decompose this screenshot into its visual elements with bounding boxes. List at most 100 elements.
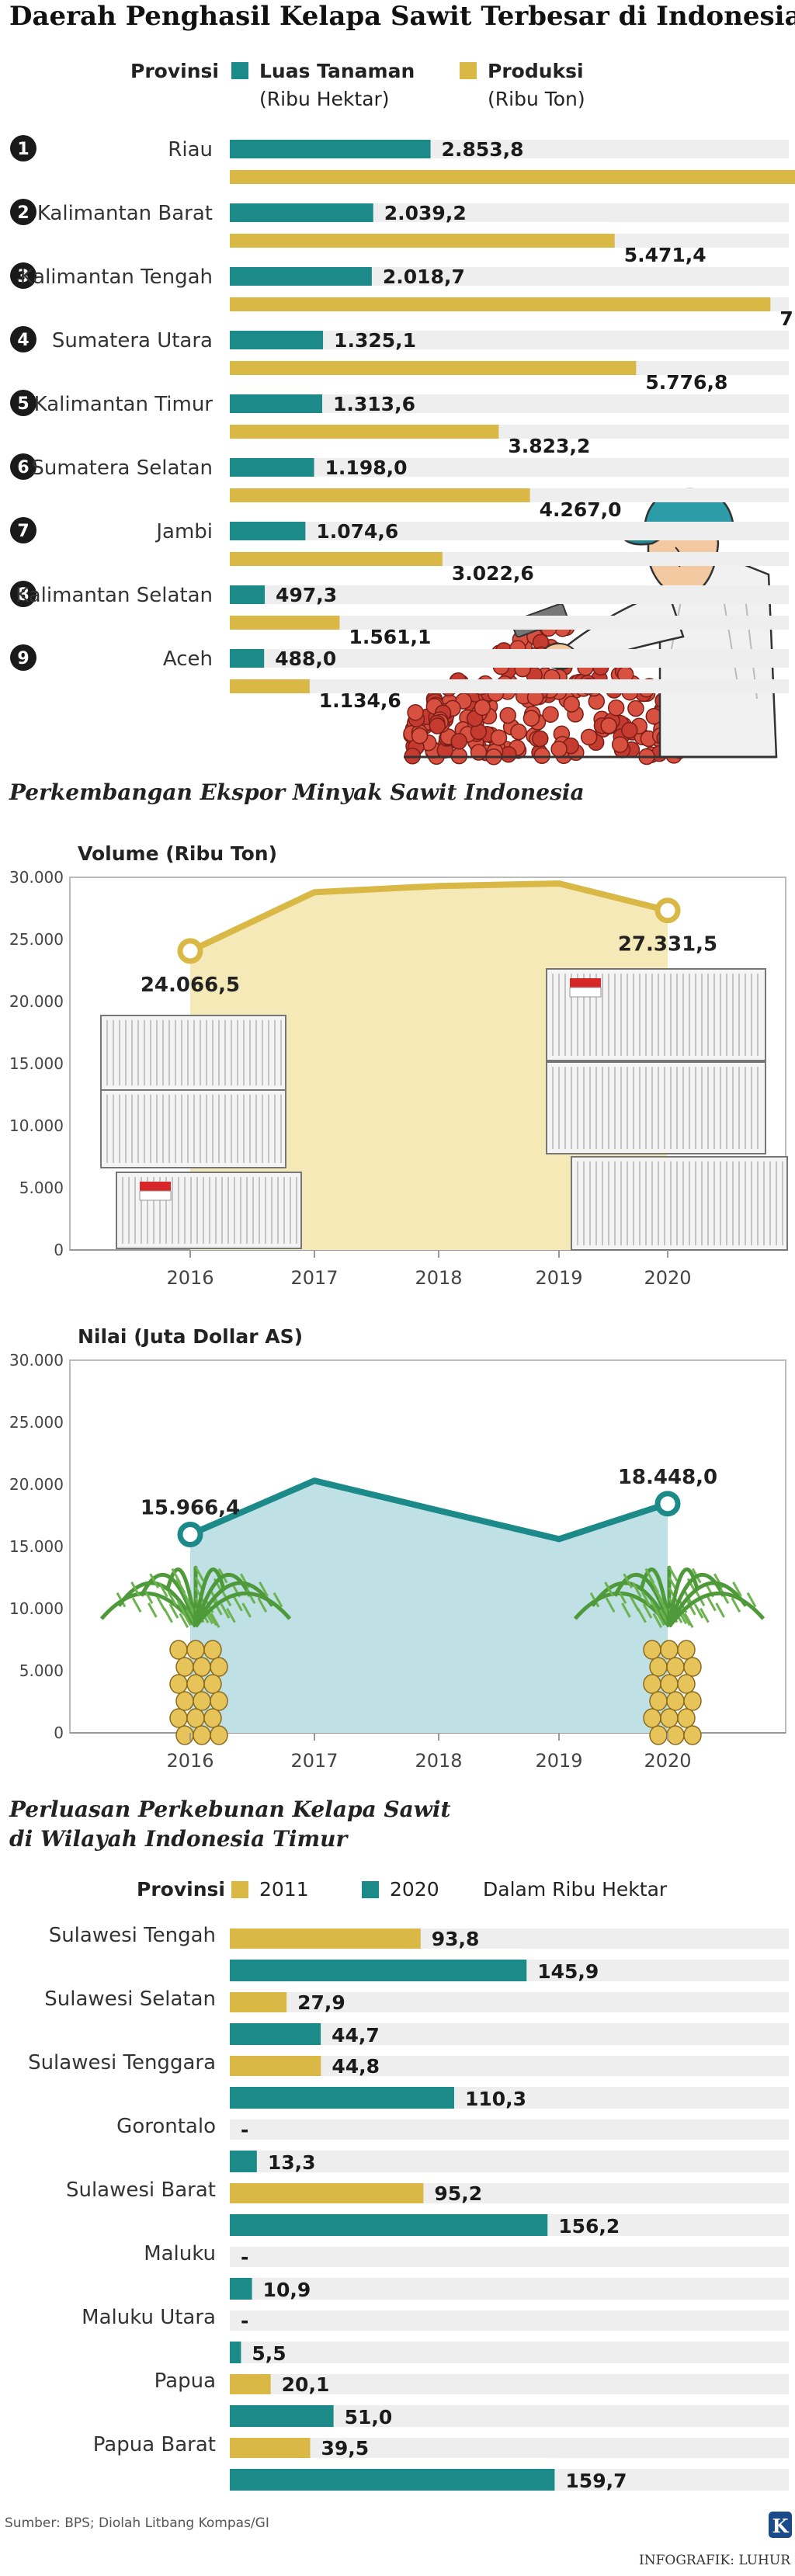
rank-number: 7 bbox=[17, 522, 29, 541]
oil-palm-tree-icon bbox=[99, 1565, 292, 1745]
province-label: Gorontalo bbox=[116, 2115, 216, 2138]
province-label: Kalimantan Selatan bbox=[16, 584, 213, 607]
production-bar bbox=[230, 361, 637, 375]
area-value-label: 1.325,1 bbox=[334, 329, 416, 352]
legend-area-line1: Luas Tanaman bbox=[259, 60, 415, 82]
area-bar bbox=[230, 331, 324, 349]
shipping-container-icon bbox=[100, 1015, 286, 1091]
chart-title: Volume (Ribu Ton) bbox=[78, 842, 277, 865]
y-tick-label: 30.000 bbox=[9, 1351, 64, 1370]
area-value-label: 488,0 bbox=[275, 647, 336, 670]
production-bar bbox=[230, 170, 795, 184]
rank-badge: 8 bbox=[10, 581, 36, 607]
production-value-label: 5.776,8 bbox=[645, 371, 727, 394]
production-bar bbox=[230, 679, 310, 693]
value-chart: Nilai (Juta Dollar AS) 0 5.000 10.000 15.000… bbox=[9, 1325, 786, 1772]
kompas-logo-icon: K bbox=[769, 2512, 792, 2538]
bar-2020 bbox=[230, 2405, 334, 2427]
rank-badge: 7 bbox=[10, 517, 36, 543]
expansion-legend-label: Provinsi bbox=[137, 1878, 225, 1901]
province-label: Sulawesi Selatan bbox=[44, 1988, 216, 2011]
bar-track bbox=[230, 394, 789, 413]
production-value-label: 5.471,4 bbox=[624, 244, 706, 266]
rank-number: 1 bbox=[17, 140, 29, 159]
shipping-container-icon bbox=[546, 968, 766, 1061]
legend-production-line1: Produksi bbox=[488, 60, 584, 82]
province-label: Maluku bbox=[144, 2242, 216, 2265]
province-label: Papua bbox=[154, 2369, 216, 2393]
bar-2011 bbox=[230, 2056, 321, 2076]
province-label: Aceh bbox=[163, 647, 213, 671]
bar-2020 bbox=[230, 2214, 548, 2236]
rank-badge: 2 bbox=[10, 199, 36, 225]
rank-badge: 6 bbox=[10, 453, 36, 480]
bar-2011 bbox=[230, 1992, 287, 2012]
province-label: Sumatera Utara bbox=[52, 329, 213, 352]
area-value-label: 2.039,2 bbox=[384, 202, 467, 224]
area-bar bbox=[230, 203, 373, 222]
value-label-2011: - bbox=[241, 2119, 248, 2141]
data-label: 18.448,0 bbox=[618, 1466, 717, 1489]
rank-number: 2 bbox=[17, 203, 29, 223]
y-tick-label: 25.000 bbox=[9, 1413, 64, 1432]
bar-track bbox=[230, 2278, 789, 2300]
bar-2020 bbox=[230, 2469, 555, 2491]
province-label: Maluku Utara bbox=[82, 2306, 216, 2329]
y-tick-label: 10.000 bbox=[9, 1116, 64, 1135]
rank-badge: 3 bbox=[10, 262, 36, 289]
bar-track bbox=[230, 2023, 789, 2045]
value-label-2020: 110,3 bbox=[465, 2088, 526, 2110]
legend-swatch-production bbox=[460, 62, 477, 79]
shipping-container-icon bbox=[100, 1089, 286, 1168]
production-bar bbox=[230, 234, 615, 248]
production-value-label: 1.561,1 bbox=[349, 626, 431, 648]
bar-track bbox=[230, 585, 789, 604]
bar-track bbox=[230, 679, 789, 693]
area-bar bbox=[230, 140, 431, 158]
shipping-container-icon bbox=[116, 1172, 302, 1249]
bar-track bbox=[230, 522, 789, 540]
value-label-2011: 95,2 bbox=[434, 2182, 482, 2205]
chart-title: Nilai (Juta Dollar AS) bbox=[78, 1325, 303, 1348]
rank-number: 8 bbox=[17, 585, 29, 605]
svg-text:K: K bbox=[772, 2515, 790, 2537]
bar-2020 bbox=[230, 2151, 257, 2172]
value-label-2020: 13,3 bbox=[268, 2151, 316, 2174]
bar-2020 bbox=[230, 2023, 321, 2045]
province-label: Papua Barat bbox=[93, 2433, 216, 2456]
area-bar bbox=[230, 458, 314, 477]
shipping-container-icon bbox=[546, 1061, 766, 1154]
legend-production-line2: (Ribu Ton) bbox=[488, 88, 585, 110]
value-label-2011: - bbox=[241, 2246, 248, 2269]
value-label-2011: 27,9 bbox=[297, 1991, 345, 2014]
indonesia-flag-icon bbox=[569, 978, 602, 998]
y-tick-label: 0 bbox=[54, 1241, 64, 1259]
area-fill bbox=[190, 1481, 668, 1733]
expansion-legend-2011: 2011 bbox=[259, 1878, 309, 1901]
bar-2011 bbox=[230, 2374, 271, 2394]
bar-track bbox=[230, 2374, 789, 2394]
bar-track bbox=[230, 458, 789, 477]
area-bar bbox=[230, 585, 266, 604]
area-value-label: 1.198,0 bbox=[325, 457, 408, 479]
value-label-2020: 51,0 bbox=[345, 2406, 393, 2428]
bar-2020 bbox=[230, 2278, 252, 2300]
area-bar bbox=[230, 649, 265, 668]
data-point bbox=[654, 1491, 681, 1517]
shipping-container-icon bbox=[571, 1156, 788, 1251]
production-value-label: 1.134,6 bbox=[319, 689, 401, 712]
x-tick-label: 2019 bbox=[535, 1750, 582, 1772]
value-label-2011: 93,8 bbox=[432, 1928, 480, 1950]
expansion-legend-2020: 2020 bbox=[390, 1878, 439, 1901]
y-tick-label: 25.000 bbox=[9, 930, 64, 949]
x-tick-label: 2018 bbox=[415, 1267, 462, 1289]
bar-2020 bbox=[230, 2087, 454, 2109]
province-label: Jambi bbox=[154, 520, 213, 543]
value-label-2020: 159,7 bbox=[565, 2470, 627, 2492]
series-line bbox=[189, 880, 668, 954]
area-bar bbox=[230, 522, 306, 540]
series-line bbox=[189, 1477, 669, 1543]
area-value-label: 1.074,6 bbox=[316, 520, 398, 543]
value-label-2020: 156,2 bbox=[558, 2215, 620, 2238]
